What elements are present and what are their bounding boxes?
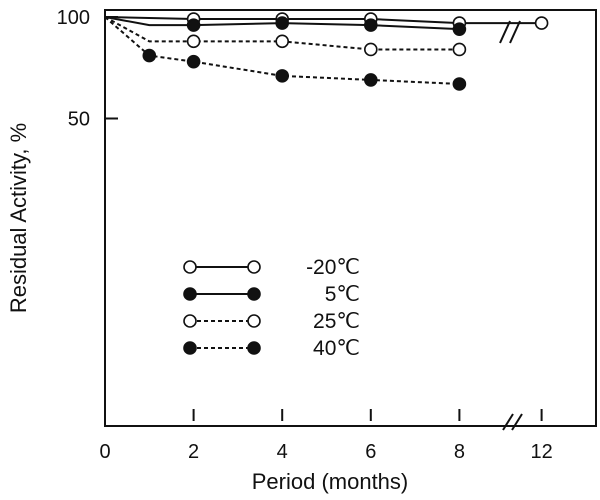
x-tick-label: 0	[99, 441, 110, 463]
plot-frame	[104, 9, 597, 427]
data-point	[452, 77, 467, 91]
legend-marker	[183, 260, 197, 274]
data-point	[452, 42, 467, 57]
series-line	[104, 16, 542, 25]
legend-marker	[247, 260, 261, 274]
legend: -20℃ 5℃ 25℃ 40℃	[183, 256, 360, 360]
x-tick-label: 6	[365, 441, 376, 463]
legend-label: -20℃	[306, 256, 360, 279]
data-point	[142, 48, 157, 63]
data-point	[186, 34, 201, 49]
data-point	[363, 18, 378, 32]
series-break-mark	[509, 20, 521, 44]
data-point	[275, 16, 290, 30]
x-axis-title: Period (months)	[252, 469, 409, 494]
series-break-mark	[499, 20, 511, 44]
series-line	[104, 16, 460, 51]
series-line	[104, 16, 460, 85]
data-point	[275, 34, 290, 49]
x-tick-label: 2	[188, 441, 199, 463]
data-point	[452, 22, 467, 36]
y-tick-label: 100	[57, 7, 90, 29]
legend-marker	[247, 314, 261, 328]
tick-group: 0 2 4 6 8 12 100 50	[57, 7, 553, 463]
data-point	[186, 18, 201, 32]
x-tick-label: 4	[277, 441, 288, 463]
legend-marker	[183, 314, 197, 328]
data-point	[363, 73, 378, 87]
y-tick-label: 50	[68, 109, 90, 131]
data-point	[275, 69, 290, 83]
series-line	[104, 16, 460, 31]
x-axis-break-mark	[502, 413, 514, 431]
legend-label: 25℃	[313, 310, 360, 333]
legend-marker	[247, 341, 261, 355]
data-point	[534, 16, 549, 30]
x-tick-label: 8	[454, 441, 465, 463]
data-point	[186, 54, 201, 69]
legend-label: 40℃	[313, 337, 360, 360]
y-axis-title: Residual Activity, %	[6, 123, 31, 313]
legend-marker	[247, 287, 261, 301]
x-tick-label: 12	[530, 441, 552, 463]
legend-label: 5℃	[325, 283, 360, 306]
legend-marker	[183, 287, 197, 301]
legend-marker	[183, 341, 197, 355]
x-axis-break-mark	[511, 413, 523, 431]
data-point	[363, 42, 378, 57]
series-group	[104, 12, 549, 91]
